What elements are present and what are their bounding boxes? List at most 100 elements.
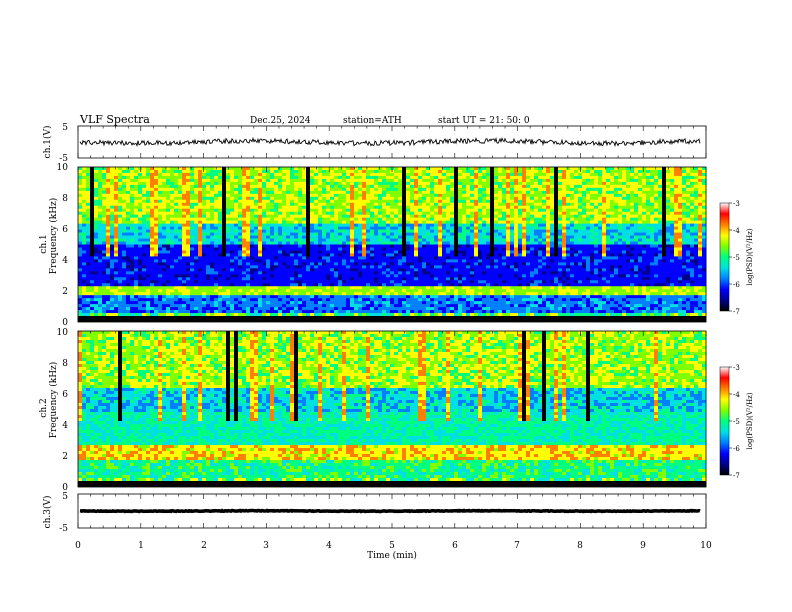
spectrogram-cell xyxy=(214,211,219,215)
spectrogram-cell xyxy=(254,178,259,183)
spectrogram-cell xyxy=(110,247,115,251)
spectrogram-cell xyxy=(198,247,203,251)
spectrogram-cell xyxy=(154,208,159,213)
spectrogram-cell xyxy=(430,220,435,224)
spectrogram-cell xyxy=(590,226,595,230)
spectrogram-cell xyxy=(678,238,683,242)
spectrogram-cell xyxy=(606,205,611,210)
spectrogram-cell xyxy=(318,169,323,174)
spectrogram-cell xyxy=(322,202,327,207)
spectrogram-cell xyxy=(454,187,459,192)
spectrogram-cell xyxy=(690,220,695,224)
spectrogram-cell xyxy=(402,167,407,171)
spectrogram-cell xyxy=(622,178,627,183)
spectrogram-cell xyxy=(226,253,231,257)
spectrogram-cell xyxy=(222,250,227,254)
spectrogram-cell xyxy=(130,229,135,233)
spectrogram-cell xyxy=(106,169,111,174)
spectrogram-cell xyxy=(698,196,703,201)
spectrogram-cell xyxy=(318,190,323,195)
spectrogram-cell xyxy=(294,232,299,236)
spectrogram-cell xyxy=(546,229,551,233)
spectrogram-cell xyxy=(298,184,303,189)
spectrogram-cell xyxy=(526,229,531,233)
spectrogram-cell xyxy=(90,190,95,195)
spectrogram-cell xyxy=(566,178,571,183)
spectrogram-cell xyxy=(586,238,591,242)
spectrogram-cell xyxy=(122,202,127,207)
spectrogram-cell xyxy=(614,175,619,180)
spectrogram-cell xyxy=(398,226,403,230)
spectrogram-cell xyxy=(346,196,351,201)
spectrogram-cell xyxy=(582,229,587,233)
spectrogram-cell xyxy=(202,220,207,224)
spectrogram-cell xyxy=(442,167,447,171)
spectrogram-cell xyxy=(266,175,271,180)
spectrogram-cell xyxy=(254,187,259,192)
spectrogram-cell xyxy=(598,214,603,218)
spectrogram-cell xyxy=(350,205,355,210)
spectrogram-cell xyxy=(294,250,299,254)
spectrogram-cell xyxy=(558,220,563,224)
spectrogram-cell xyxy=(618,220,623,224)
spectrogram-cell xyxy=(206,190,211,195)
spectrogram-cell xyxy=(522,187,527,192)
spectrogram-cell xyxy=(554,238,559,242)
spectrogram-cell xyxy=(370,253,375,257)
spectrogram-cell xyxy=(606,250,611,254)
spectrogram-cell xyxy=(394,202,399,207)
spectrogram-cell xyxy=(358,253,363,257)
spectrogram-cell xyxy=(658,208,663,213)
spectrogram-cell xyxy=(130,256,135,260)
spectrogram-cell xyxy=(558,175,563,180)
spectrogram-cell xyxy=(466,253,471,257)
spectrogram-cell xyxy=(78,190,83,195)
spectrogram-cell xyxy=(194,172,199,177)
spectrogram-cell xyxy=(542,241,547,245)
spectrogram-cell xyxy=(674,199,679,204)
spectrogram-cell xyxy=(474,250,479,254)
spectrogram-cell xyxy=(346,253,351,257)
spectrogram-cell xyxy=(118,167,123,171)
spectrogram-cell xyxy=(174,199,179,204)
spectrogram-cell xyxy=(350,250,355,254)
spectrogram-cell xyxy=(118,232,123,236)
spectrogram-cell xyxy=(94,241,99,245)
spectrogram-cell xyxy=(486,241,491,245)
spectrogram-cell xyxy=(354,226,359,230)
spectrogram-cell xyxy=(686,199,691,204)
spectrogram-cell xyxy=(690,199,695,204)
spectrogram-cell xyxy=(542,175,547,180)
spectrogram-cell xyxy=(90,226,95,230)
spectrogram-cell xyxy=(650,169,655,174)
spectrogram-cell xyxy=(206,175,211,180)
ch1-spectrogram-panel: 0 2 4 6 8 10 Frequency (kHz) ch.1 xyxy=(39,163,707,328)
spectrogram-cell xyxy=(486,211,491,215)
spectrogram-cell xyxy=(218,169,223,174)
spectrogram-cell xyxy=(202,167,207,171)
spectrogram-cell xyxy=(86,175,91,180)
spectrogram-cell xyxy=(390,232,395,236)
spectrogram-cell xyxy=(622,172,627,177)
spectrogram-cell xyxy=(330,202,335,207)
spectrogram-cell xyxy=(646,169,651,174)
spectrogram-cell xyxy=(514,175,519,180)
spectrogram-cell xyxy=(570,253,575,257)
spectrogram-cell xyxy=(586,199,591,204)
spectrogram-cell xyxy=(266,199,271,204)
spectrogram-cell xyxy=(138,229,143,233)
spectrogram-cell xyxy=(630,167,635,171)
spectrogram-cell xyxy=(178,220,183,224)
spectrogram-cell xyxy=(334,181,339,186)
spectrogram-cell xyxy=(238,217,243,221)
spectrogram-cell xyxy=(250,172,255,177)
spectrogram-cell xyxy=(182,205,187,210)
spectrogram-cell xyxy=(450,208,455,213)
spectrogram-cell xyxy=(274,172,279,177)
spectrogram-cell xyxy=(222,202,227,207)
spectrogram-cell xyxy=(550,196,555,201)
spectrogram-cell xyxy=(198,169,203,174)
spectrogram-cell xyxy=(302,232,307,236)
spectrogram-cell xyxy=(354,175,359,180)
spectrogram-cell xyxy=(486,244,491,248)
